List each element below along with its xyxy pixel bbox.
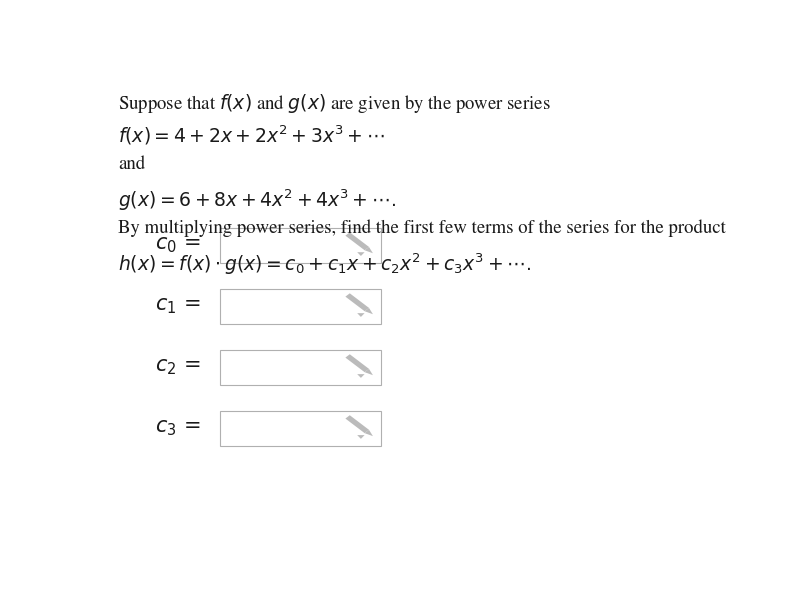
Bar — [220, 350, 381, 385]
Bar — [220, 228, 381, 263]
Text: $\mathit{g}(x) = 6 + 8x + 4x^2 + 4x^3 + \cdots.$: $\mathit{g}(x) = 6 + 8x + 4x^2 + 4x^3 + … — [118, 188, 396, 213]
Polygon shape — [357, 252, 364, 256]
Polygon shape — [364, 247, 373, 253]
Text: $c_3\, =$: $c_3\, =$ — [155, 418, 202, 438]
Text: $\mathit{f}(x) = 4 + 2x + 2x^2 + 3x^3 + \cdots$: $\mathit{f}(x) = 4 + 2x + 2x^2 + 3x^3 + … — [118, 124, 385, 147]
Text: and: and — [118, 156, 145, 173]
Polygon shape — [364, 430, 373, 436]
Text: $c_1\, =$: $c_1\, =$ — [155, 297, 202, 316]
Text: $\mathit{h}(x) = \mathit{f}(x) \cdot \mathit{g}(x) = c_0 + c_1 x + c_2 x^2 + c_3: $\mathit{h}(x) = \mathit{f}(x) \cdot \ma… — [118, 252, 532, 276]
Text: By multiplying power series, find the first few terms of the series for the prod: By multiplying power series, find the fi… — [118, 219, 726, 237]
Polygon shape — [345, 415, 369, 433]
Text: $c_2\, =$: $c_2\, =$ — [155, 357, 202, 377]
Bar — [220, 289, 381, 324]
Polygon shape — [345, 233, 369, 250]
Polygon shape — [357, 374, 364, 378]
Bar — [220, 410, 381, 446]
Polygon shape — [357, 313, 364, 317]
Polygon shape — [357, 435, 364, 439]
Polygon shape — [364, 308, 373, 314]
Text: Suppose that $\mathit{f}(x)$ and $\mathit{g}(x)$ are given by the power series: Suppose that $\mathit{f}(x)$ and $\mathi… — [118, 92, 551, 115]
Polygon shape — [345, 354, 369, 372]
Polygon shape — [345, 294, 369, 311]
Polygon shape — [364, 369, 373, 375]
Text: $c_0\, =$: $c_0\, =$ — [155, 236, 202, 255]
